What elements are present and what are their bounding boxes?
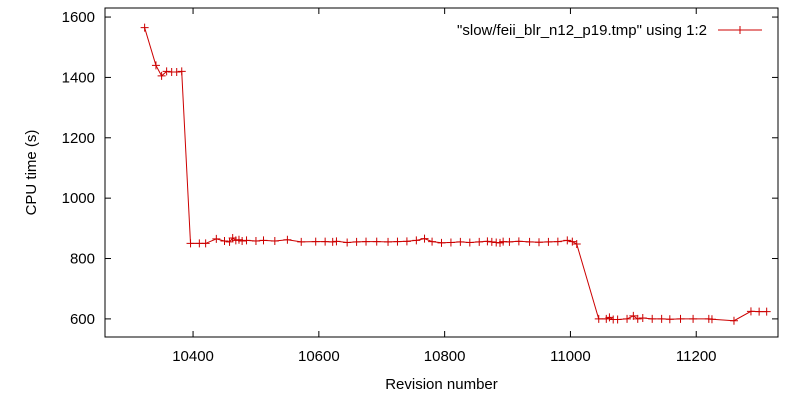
data-point xyxy=(270,237,279,246)
y-axis-label: CPU time (s) xyxy=(23,130,40,216)
x-tick-label: 10800 xyxy=(424,348,466,365)
data-point xyxy=(362,237,371,246)
data-point xyxy=(172,67,181,76)
data-point xyxy=(157,71,166,80)
data-point xyxy=(707,315,716,324)
data-point xyxy=(321,237,330,246)
data-point xyxy=(755,307,764,316)
legend: "slow/feii_blr_n12_p19.tmp" using 1:2 xyxy=(457,22,762,39)
y-tick-label: 1200 xyxy=(62,130,95,147)
data-point xyxy=(328,237,337,246)
series-line xyxy=(144,27,767,322)
data-point xyxy=(623,314,632,323)
data-point xyxy=(297,237,306,246)
data-point xyxy=(475,237,484,246)
data-point xyxy=(283,235,292,244)
data-point xyxy=(629,311,638,320)
x-tick-label: 11200 xyxy=(676,348,717,365)
data-point xyxy=(689,314,698,323)
data-point xyxy=(605,313,614,322)
data-point xyxy=(657,314,666,323)
series-layer xyxy=(140,23,771,325)
data-point xyxy=(151,61,160,70)
data-point xyxy=(140,23,149,32)
y-tick-label: 1400 xyxy=(62,69,95,86)
data-point xyxy=(729,316,738,325)
data-point xyxy=(648,314,657,323)
data-point xyxy=(568,237,577,246)
data-point xyxy=(352,237,361,246)
data-point xyxy=(613,315,622,324)
data-point xyxy=(220,237,229,246)
data-point xyxy=(212,234,221,243)
x-tick-label: 11000 xyxy=(550,348,591,365)
data-point xyxy=(384,237,393,246)
data-point xyxy=(594,314,603,323)
data-point xyxy=(505,237,514,246)
data-point xyxy=(186,239,195,248)
data-point xyxy=(238,237,247,246)
data-point xyxy=(402,237,411,246)
legend-label: "slow/feii_blr_n12_p19.tmp" using 1:2 xyxy=(457,22,707,39)
data-point xyxy=(201,239,210,248)
data-point xyxy=(372,237,381,246)
y-tick-label: 1600 xyxy=(62,9,95,26)
data-point xyxy=(311,237,320,246)
y-tick-label: 800 xyxy=(70,251,95,268)
data-point xyxy=(553,237,562,246)
data-point xyxy=(487,237,496,246)
y-tick-label: 1000 xyxy=(62,190,95,207)
data-point xyxy=(420,234,429,243)
data-point xyxy=(437,238,446,247)
data-point xyxy=(393,237,402,246)
legend-marker xyxy=(736,26,744,34)
data-point xyxy=(465,238,474,247)
data-point xyxy=(676,314,685,323)
data-point xyxy=(762,307,771,316)
data-point xyxy=(456,237,465,246)
data-point xyxy=(177,67,186,76)
x-tick-label: 10600 xyxy=(298,348,340,365)
data-point xyxy=(544,237,553,246)
data-point xyxy=(483,237,492,246)
data-point xyxy=(572,240,581,249)
data-point xyxy=(514,237,523,246)
data-point xyxy=(343,238,352,247)
axes-layer: 600 800 1000 1200 1400 1600 10400 10600 10800 110… xyxy=(62,7,779,365)
data-point xyxy=(242,236,251,245)
data-point xyxy=(428,237,437,246)
data-point xyxy=(534,238,543,247)
data-point xyxy=(259,236,268,245)
data-point xyxy=(563,236,572,245)
data-point xyxy=(412,236,421,245)
data-point xyxy=(746,307,755,316)
data-point xyxy=(332,237,341,246)
data-point xyxy=(638,313,647,322)
data-point xyxy=(633,314,642,323)
y-tick-label: 600 xyxy=(70,311,95,328)
x-axis-label: Revision number xyxy=(385,376,498,393)
x-tick-label: 10400 xyxy=(172,348,214,365)
data-point xyxy=(446,238,455,247)
plot-frame xyxy=(104,7,779,338)
data-point xyxy=(525,237,534,246)
data-point xyxy=(665,315,674,324)
data-point xyxy=(251,237,260,246)
data-point xyxy=(162,67,171,76)
